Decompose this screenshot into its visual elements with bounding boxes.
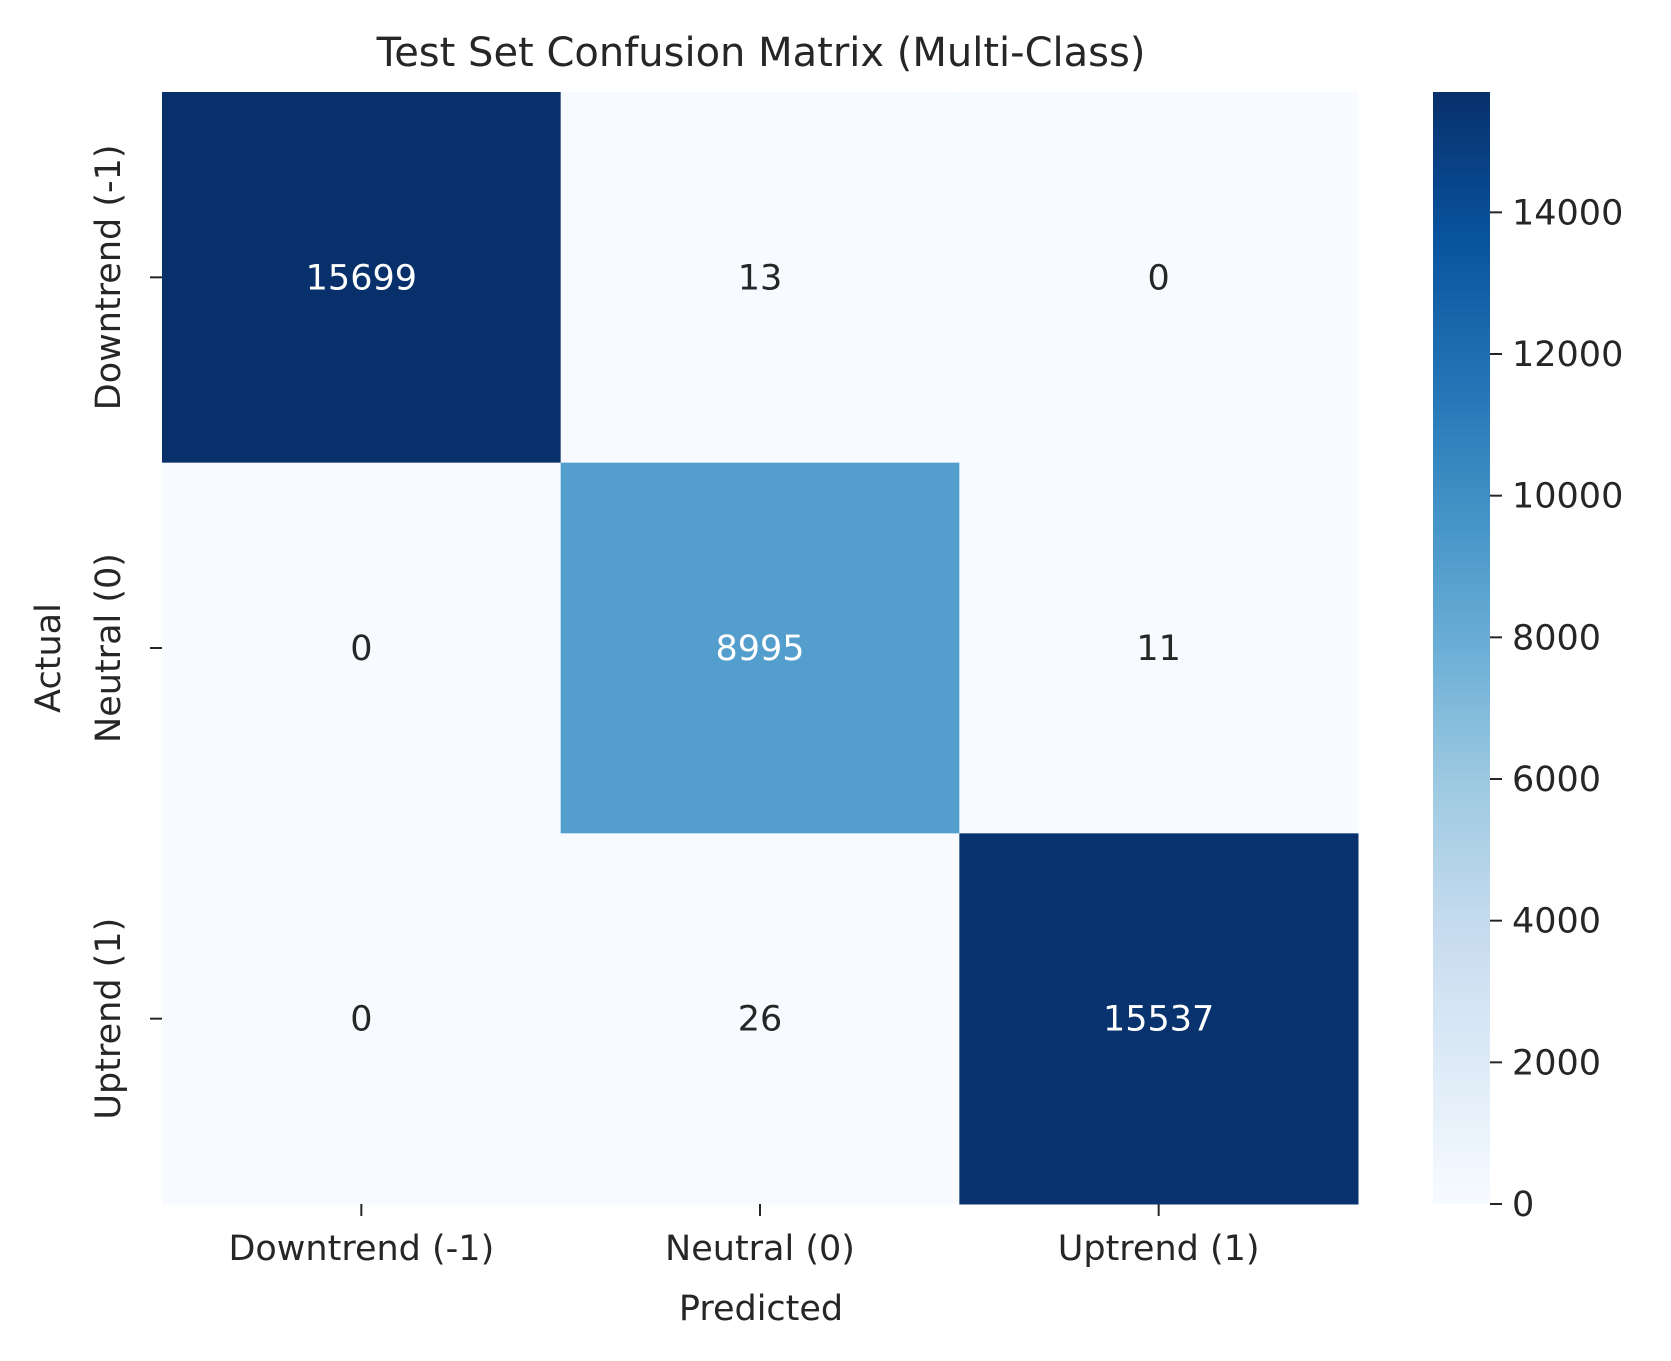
heatmap-cell-r0-c2 <box>959 92 1359 464</box>
cell-value-r0-c1: 13 <box>738 258 783 298</box>
colorbar-tick-label-5: 10000 <box>1512 477 1623 517</box>
colorbar: 0 2000 4000 6000 8000 10000 12000 14000 <box>1433 92 1623 1225</box>
colorbar-tick-label-0: 0 <box>1512 1185 1534 1225</box>
y-axis-label: Actual <box>29 603 69 713</box>
y-axis: Downtrend (-1) Neutral (0) Uptrend (1) <box>89 144 162 1120</box>
heatmap-cell-r0-c0 <box>162 92 562 464</box>
colorbar-tick-label-7: 14000 <box>1512 193 1623 233</box>
colorbar-gradient <box>1433 92 1490 1204</box>
colorbar-tick-label-4: 8000 <box>1512 618 1601 658</box>
x-tick-label-2: Uptrend (1) <box>1058 1229 1260 1269</box>
x-tick-label-1: Neutral (0) <box>665 1229 855 1269</box>
heatmap-cell-r1-c2 <box>959 462 1359 834</box>
chart-title: Test Set Confusion Matrix (Multi-Class) <box>376 30 1146 76</box>
cell-value-r2-c2: 15537 <box>1103 1000 1214 1040</box>
heatmap-cell-r2-c0 <box>162 833 562 1205</box>
y-tick-label-0: Downtrend (-1) <box>89 144 129 410</box>
heatmap-cell-r2-c2 <box>959 833 1359 1205</box>
x-axis-label: Predicted <box>679 1289 843 1329</box>
heatmap-cell-labels: 15699 13 0 0 8995 11 0 26 15537 <box>306 258 1215 1039</box>
colorbar-tick-label-3: 6000 <box>1512 760 1601 800</box>
heatmap-cell-r1-c0 <box>162 462 562 834</box>
colorbar-tick-label-2: 4000 <box>1512 902 1601 942</box>
y-tick-label-2: Uptrend (1) <box>89 918 129 1120</box>
colorbar-tick-label-6: 12000 <box>1512 335 1623 375</box>
cell-value-r1-c0: 0 <box>350 629 372 669</box>
colorbar-tick-label-1: 2000 <box>1512 1043 1601 1083</box>
cell-value-r2-c0: 0 <box>350 1000 372 1040</box>
cell-value-r0-c2: 0 <box>1148 258 1170 298</box>
x-tick-label-0: Downtrend (-1) <box>228 1229 494 1269</box>
cell-value-r0-c0: 15699 <box>306 258 417 298</box>
cell-value-r1-c2: 11 <box>1136 629 1181 669</box>
cell-value-r1-c1: 8995 <box>715 629 804 669</box>
heatmap-cell-r1-c1 <box>560 462 960 834</box>
heatmap-cells <box>162 92 1359 1205</box>
x-axis: Downtrend (-1) Neutral (0) Uptrend (1) <box>228 1204 1260 1269</box>
heatmap-cell-r0-c1 <box>560 92 960 464</box>
heatmap-cell-r2-c1 <box>560 833 960 1205</box>
y-tick-label-1: Neutral (0) <box>89 553 129 743</box>
cell-value-r2-c1: 26 <box>738 1000 783 1040</box>
